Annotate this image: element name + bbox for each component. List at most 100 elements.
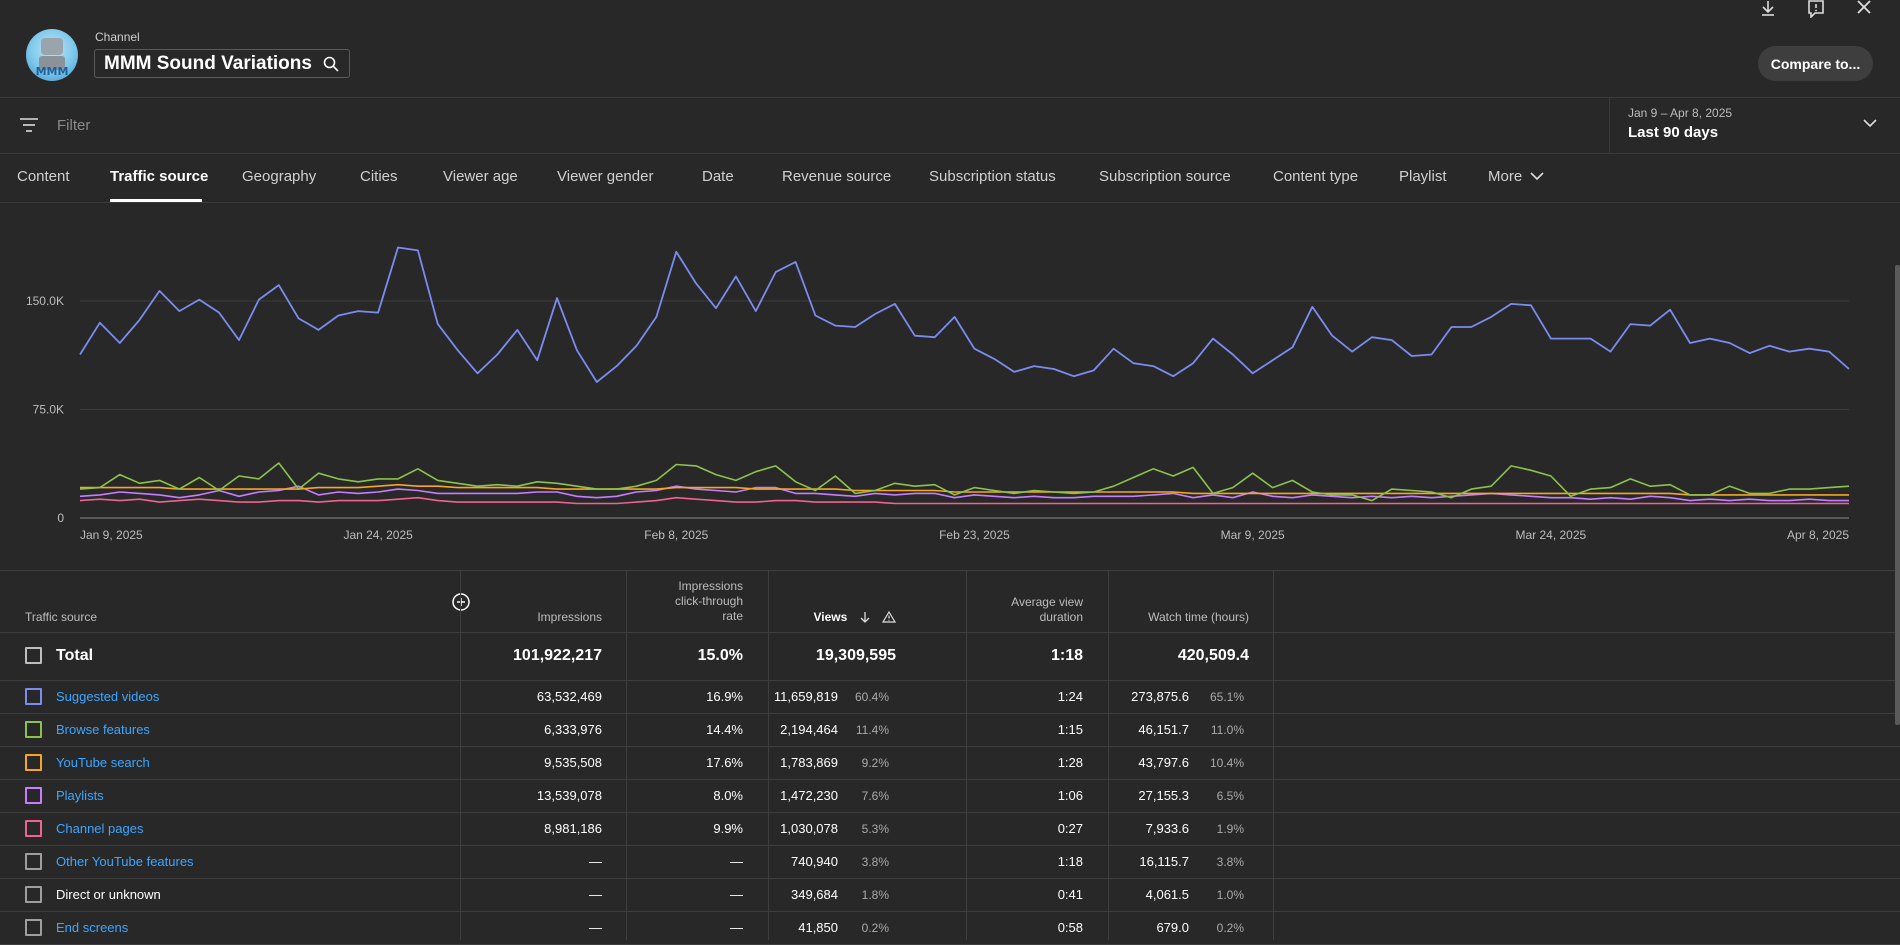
compare-to-button[interactable]: Compare to... <box>1758 46 1873 81</box>
watch-time-value: 16,115.7 <box>1139 854 1189 869</box>
views-percent: 60.4% <box>854 690 889 704</box>
header-ctr-line2: click-through <box>674 594 743 608</box>
header-avd-line2: duration <box>1039 610 1083 624</box>
tab-date[interactable]: Date <box>702 168 734 185</box>
impressions-value: — <box>589 887 602 902</box>
header-traffic-source[interactable]: Traffic source <box>25 610 98 624</box>
watch-time-value: 4,061.5 <box>1145 887 1189 902</box>
tab-subscription-source[interactable]: Subscription source <box>1099 168 1231 185</box>
column-divider <box>966 570 967 940</box>
impressions-value: 63,532,469 <box>536 689 602 704</box>
x-tick-label: Apr 8, 2025 <box>1787 528 1849 542</box>
traffic-source-name[interactable]: Playlists <box>56 788 104 803</box>
column-divider <box>626 570 627 940</box>
tab-geography[interactable]: Geography <box>242 168 317 185</box>
row-checkbox[interactable] <box>25 853 42 870</box>
channel-avatar[interactable]: MMM <box>26 29 78 81</box>
traffic-source-name[interactable]: Browse features <box>56 722 150 737</box>
traffic-source-name[interactable]: YouTube search <box>56 755 150 770</box>
total-ctr: 15.0% <box>697 647 743 664</box>
header-average-view-duration[interactable]: Average view duration <box>960 595 1083 625</box>
traffic-source-name[interactable]: Other YouTube features <box>56 854 194 869</box>
series-line-browse-features <box>79 462 1850 502</box>
window-actions <box>1756 0 1876 18</box>
tab-cities[interactable]: Cities <box>360 168 398 185</box>
x-tick-label: Mar 24, 2025 <box>1515 528 1586 542</box>
watch-time-percent: 10.4% <box>1209 756 1244 770</box>
x-tick-label: Jan 9, 2025 <box>80 528 143 542</box>
series-line-suggested-videos <box>79 246 1850 383</box>
total-average-view-duration: 1:18 <box>1050 647 1083 664</box>
x-tick-label: Feb 8, 2025 <box>644 528 708 542</box>
header-ctr[interactable]: Impressions click-through rate <box>640 579 743 624</box>
close-icon[interactable] <box>1852 0 1876 18</box>
impressions-value: — <box>589 854 602 869</box>
row-checkbox[interactable] <box>25 688 42 705</box>
row-divider <box>0 746 1900 747</box>
ctr-value: 8.0% <box>713 788 743 803</box>
active-tab-indicator <box>110 199 202 202</box>
tab-content[interactable]: Content <box>17 168 70 185</box>
tab-revenue-source[interactable]: Revenue source <box>782 168 892 185</box>
total-watch-time: 420,509.4 <box>1177 647 1249 664</box>
total-impressions: 101,922,217 <box>513 647 602 664</box>
views-value: 740,940 <box>791 854 838 869</box>
tab-content-type[interactable]: Content type <box>1273 168 1359 185</box>
series-line-youtube-search <box>80 483 1849 496</box>
header-ctr-line1: Impressions <box>678 579 743 593</box>
search-icon[interactable] <box>322 55 340 73</box>
row-checkbox[interactable] <box>25 820 42 837</box>
tab-viewer-gender[interactable]: Viewer gender <box>557 168 654 185</box>
row-divider <box>0 878 1900 879</box>
traffic-source-name[interactable]: End screens <box>56 920 129 935</box>
add-metric-icon[interactable] <box>451 592 471 612</box>
average-view-duration-value: 0:41 <box>1057 887 1083 902</box>
total-checkbox[interactable] <box>25 647 42 664</box>
tab-playlist[interactable]: Playlist <box>1399 168 1447 185</box>
average-view-duration-value: 1:24 <box>1057 689 1083 704</box>
impressions-value: 6,333,976 <box>544 722 602 737</box>
impressions-value: — <box>589 920 602 935</box>
watch-time-value: 679.0 <box>1156 920 1189 935</box>
row-checkbox[interactable] <box>25 721 42 738</box>
watch-time-percent: 65.1% <box>1209 690 1244 704</box>
warning-icon[interactable] <box>881 610 897 623</box>
column-divider <box>768 570 769 940</box>
total-views: 19,309,595 <box>815 647 896 664</box>
row-checkbox[interactable] <box>25 886 42 903</box>
average-view-duration-value: 1:06 <box>1057 788 1083 803</box>
ctr-value: 14.4% <box>706 722 743 737</box>
series-line-playlists <box>79 485 1849 502</box>
date-range-selector[interactable]: Jan 9 – Apr 8, 2025 Last 90 days <box>1609 98 1900 153</box>
views-percent: 9.2% <box>861 756 889 770</box>
header-impressions[interactable]: Impressions <box>537 610 602 624</box>
traffic-source-name[interactable]: Suggested videos <box>56 689 160 704</box>
tab-more[interactable]: More <box>1488 168 1544 185</box>
traffic-source-name[interactable]: Channel pages <box>56 821 144 836</box>
header-watch-time[interactable]: Watch time (hours) <box>1148 610 1249 624</box>
filter-input[interactable]: Filter <box>57 117 91 134</box>
x-tick-label: Mar 9, 2025 <box>1221 528 1285 542</box>
robot-body-graphic <box>39 56 65 70</box>
row-checkbox[interactable] <box>25 787 42 804</box>
y-tick-label: 150.0K <box>26 294 64 308</box>
tab-viewer-age[interactable]: Viewer age <box>443 168 518 185</box>
date-preset-text: Last 90 days <box>1628 124 1719 141</box>
download-icon[interactable] <box>1756 0 1780 18</box>
ctr-value: 16.9% <box>706 689 743 704</box>
tab-traffic-source[interactable]: Traffic source <box>110 168 209 185</box>
row-checkbox[interactable] <box>25 754 42 771</box>
views-value: 1,030,078 <box>780 821 838 836</box>
feedback-icon[interactable] <box>1804 0 1828 18</box>
channel-selector[interactable]: MMM Sound Variations <box>94 49 350 78</box>
y-tick-label: 75.0K <box>33 403 64 417</box>
impressions-value: 13,539,078 <box>536 788 602 803</box>
ctr-value: 9.9% <box>713 821 743 836</box>
tab-subscription-status[interactable]: Subscription status <box>929 168 1056 185</box>
header-views[interactable]: Views <box>790 610 897 625</box>
impressions-value: 9,535,508 <box>544 755 602 770</box>
row-checkbox[interactable] <box>25 919 42 936</box>
filter-icon[interactable] <box>20 118 38 132</box>
views-value: 11,659,819 <box>773 689 838 704</box>
scrollbar[interactable] <box>1895 265 1900 725</box>
